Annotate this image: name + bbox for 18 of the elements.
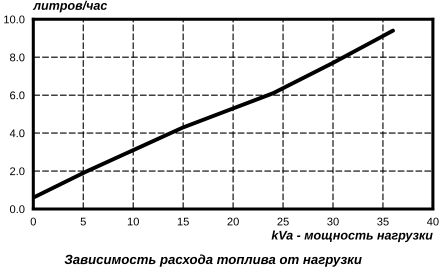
y-tick-label: 0.0: [10, 205, 25, 214]
y-tick-label: 6.0: [10, 91, 25, 100]
x-tick-label: 30: [327, 218, 339, 226]
x-tick-label: 5: [80, 218, 86, 226]
x-tick-label: 20: [227, 218, 239, 226]
y-tick-label: 2.0: [10, 167, 25, 176]
x-tick-label: 10: [128, 218, 139, 226]
x-tick-label: 25: [277, 218, 289, 226]
y-tick-label: 4.0: [10, 129, 25, 138]
x-axis-title: kVa - мощность нагрузки: [272, 230, 433, 242]
x-tick-label: 15: [178, 218, 189, 226]
x-tick-label: 0: [30, 218, 36, 226]
y-tick-label: 10.0: [4, 16, 25, 24]
y-tick-label: 8.0: [10, 53, 25, 62]
x-tick-label: 40: [426, 218, 439, 226]
text: Зависимость расхода топлива от нагрузки: [64, 254, 362, 267]
y-axis-title: литров/час: [32, 0, 108, 12]
x-tick-label: 35: [377, 218, 389, 226]
